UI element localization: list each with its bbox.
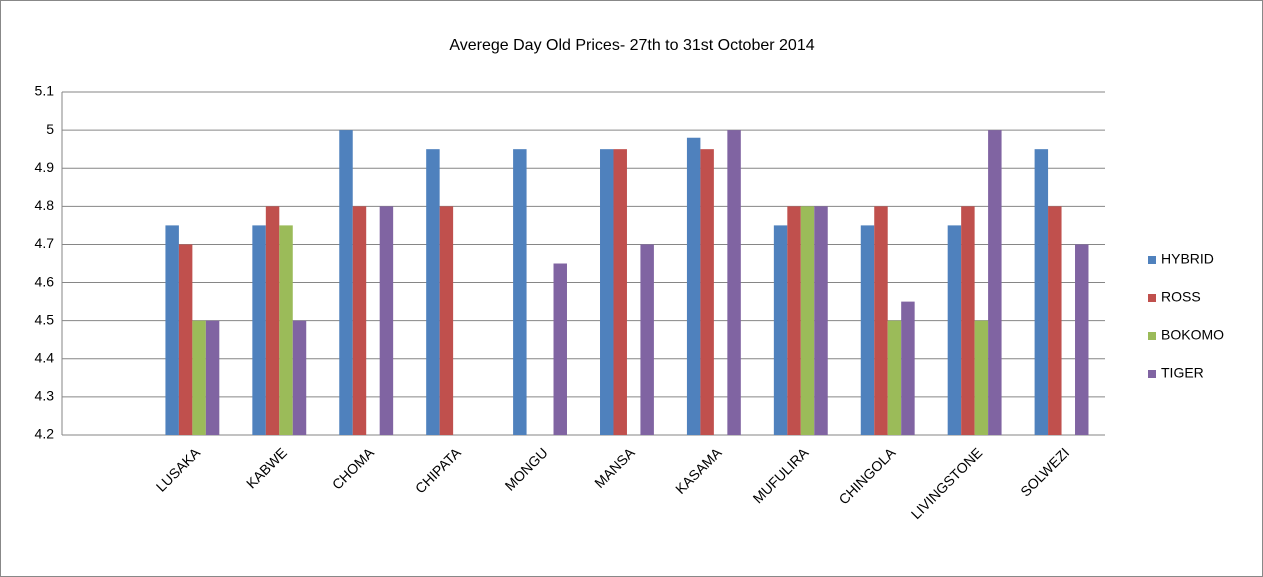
legend-swatch [1148, 370, 1156, 378]
legend-label: ROSS [1161, 289, 1201, 305]
y-tick-label: 4.3 [35, 388, 55, 404]
bar [773, 225, 788, 435]
y-tick-label: 4.5 [35, 311, 55, 327]
legend-label: HYBRID [1161, 251, 1214, 267]
bar [961, 206, 975, 435]
bar [1075, 244, 1089, 435]
bar [553, 263, 567, 435]
bar [339, 130, 353, 435]
bar [686, 137, 701, 435]
y-tick-label: 5.1 [35, 83, 55, 99]
y-tick-label: 4.6 [35, 273, 55, 289]
bar [600, 149, 614, 435]
bar [947, 225, 962, 435]
bar [513, 149, 527, 435]
bar [292, 320, 307, 435]
legend-label: TIGER [1161, 365, 1204, 381]
y-tick-label: 4.9 [35, 159, 55, 175]
bar [1048, 206, 1062, 435]
bar [700, 149, 714, 435]
bar [352, 206, 367, 435]
legend-swatch [1148, 256, 1156, 264]
bar [426, 149, 440, 435]
y-tick-label: 4.2 [35, 426, 55, 442]
legend-label: BOKOMO [1161, 327, 1224, 343]
legend-swatch [1148, 294, 1156, 302]
bar [800, 206, 815, 435]
bar [439, 206, 454, 435]
bar [874, 206, 888, 435]
bar [974, 320, 989, 435]
legend-swatch [1148, 332, 1156, 340]
y-tick-label: 4.4 [35, 349, 55, 365]
bar [178, 244, 193, 435]
bar [901, 301, 915, 435]
bar [379, 206, 394, 435]
bar [192, 320, 206, 435]
bar [279, 225, 293, 435]
bar [613, 149, 627, 435]
bar [887, 320, 902, 435]
y-tick-label: 4.8 [35, 197, 55, 213]
bar [860, 225, 875, 435]
bar [640, 244, 654, 435]
bar [205, 320, 220, 435]
bar [988, 130, 1002, 435]
bar [814, 206, 828, 435]
chart-title: Averege Day Old Prices- 27th to 31st Oct… [449, 37, 814, 54]
bar [787, 206, 801, 435]
bar [252, 225, 266, 435]
y-tick-label: 5 [46, 121, 54, 137]
bar [727, 130, 741, 435]
y-tick-label: 4.7 [35, 235, 55, 251]
bar [165, 225, 179, 435]
bar [1034, 149, 1049, 435]
bar [265, 206, 280, 435]
